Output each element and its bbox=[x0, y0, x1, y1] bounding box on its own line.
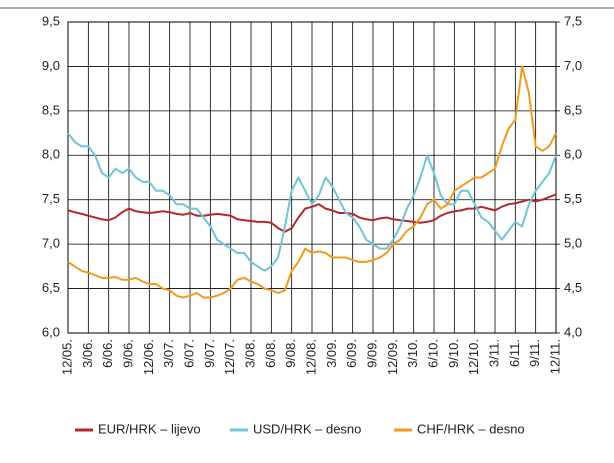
y2-tick-label: 5,5 bbox=[564, 191, 582, 206]
y2-tick-label: 6,0 bbox=[564, 147, 582, 162]
x-tick-label: 12/09. bbox=[385, 339, 400, 375]
x-tick-label: 6/06. bbox=[100, 339, 115, 368]
x-tick-label: 3/10. bbox=[405, 339, 420, 368]
y-tick-label: 6,5 bbox=[42, 280, 60, 295]
y-tick-label: 9,5 bbox=[42, 13, 60, 28]
y-tick-label: 8,0 bbox=[42, 147, 60, 162]
x-tick-label: 3/08. bbox=[242, 339, 257, 368]
x-tick-label: 3/11. bbox=[486, 339, 501, 367]
y2-tick-label: 5,0 bbox=[564, 236, 582, 251]
x-tick-label: 12/05. bbox=[59, 339, 74, 375]
y2-tick-label: 4,5 bbox=[564, 280, 582, 295]
x-tick-label: 9/08. bbox=[283, 339, 298, 368]
x-tick-label: 12/08. bbox=[303, 339, 318, 375]
x-tick-label: 12/07. bbox=[222, 339, 237, 375]
x-tick-label: 9/10. bbox=[446, 339, 461, 368]
x-tick-label: 6/08. bbox=[263, 339, 278, 368]
legend-label: USD/HRK – desno bbox=[253, 421, 361, 436]
x-tick-label: 3/07. bbox=[161, 339, 176, 368]
x-tick-label: 6/11. bbox=[507, 339, 522, 367]
y-tick-label: 8,5 bbox=[42, 102, 60, 117]
x-tick-label: 6/10. bbox=[425, 339, 440, 368]
plot-frame bbox=[67, 21, 557, 334]
x-tick-label: 9/09. bbox=[364, 339, 379, 368]
legend-label: EUR/HRK – lijevo bbox=[98, 421, 201, 436]
x-tick-label: 9/11. bbox=[527, 339, 542, 367]
y-tick-label: 6,0 bbox=[42, 324, 60, 339]
legend-label: CHF/HRK – desno bbox=[417, 421, 525, 436]
y2-tick-label: 4,0 bbox=[564, 324, 582, 339]
x-tick-label: 12/06. bbox=[141, 339, 156, 375]
y2-tick-label: 7,0 bbox=[564, 58, 582, 73]
x-tick-label: 9/06. bbox=[120, 339, 135, 368]
y2-tick-label: 6,5 bbox=[564, 102, 582, 117]
x-tick-label: 12/10. bbox=[466, 339, 481, 375]
series-line bbox=[67, 193, 557, 233]
x-tick-label: 3/09. bbox=[324, 339, 339, 368]
x-tick-label: 9/07. bbox=[202, 339, 217, 368]
x-tick-label: 3/06. bbox=[80, 339, 95, 368]
x-tick-label: 6/09. bbox=[344, 339, 359, 368]
x-tick-label: 12/11. bbox=[547, 339, 562, 374]
series-line bbox=[67, 132, 557, 272]
y2-tick-label: 7,5 bbox=[564, 13, 582, 28]
y-tick-label: 7,5 bbox=[42, 191, 60, 206]
x-tick-label: 6/07. bbox=[181, 339, 196, 368]
y-tick-label: 7,0 bbox=[42, 236, 60, 251]
series-line bbox=[67, 65, 557, 299]
y-tick-label: 9,0 bbox=[42, 58, 60, 73]
